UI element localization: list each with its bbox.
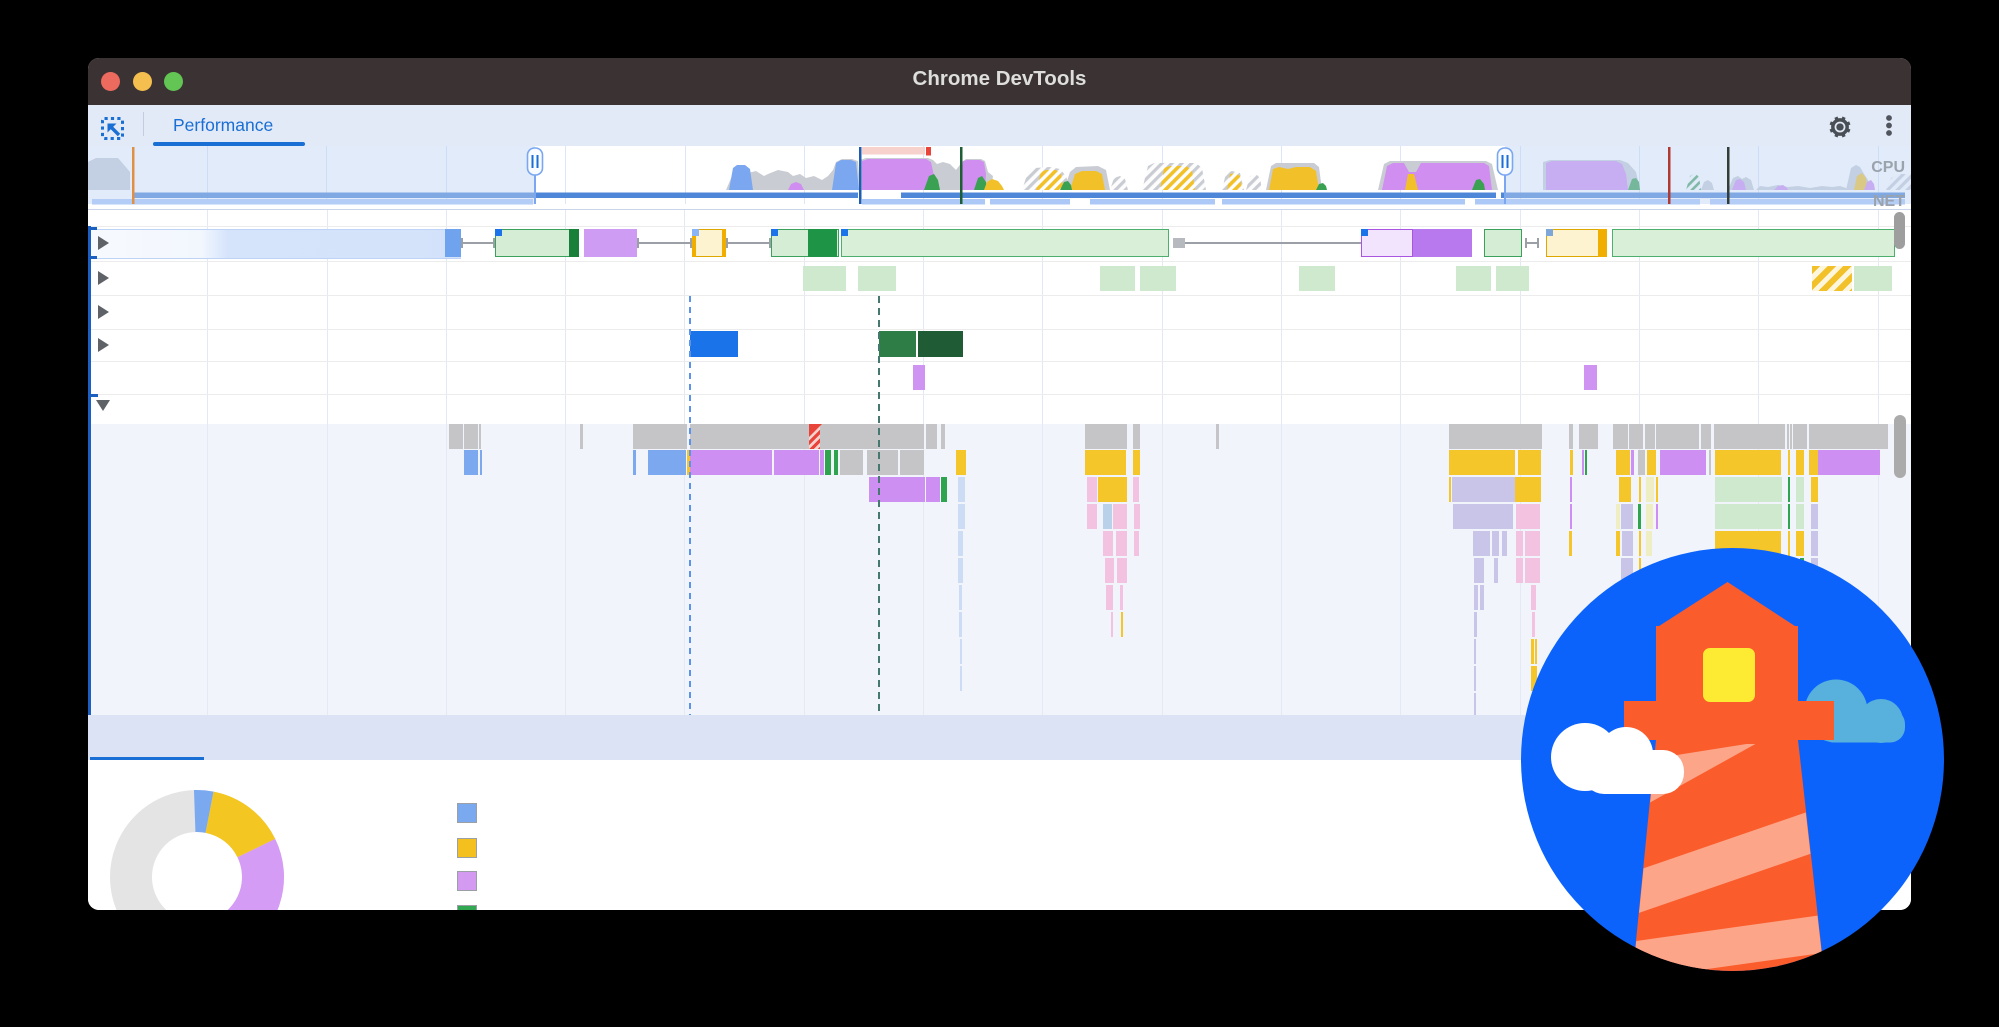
svg-text:NET: NET [1873, 193, 1905, 210]
svg-text:CPU: CPU [1871, 159, 1905, 176]
